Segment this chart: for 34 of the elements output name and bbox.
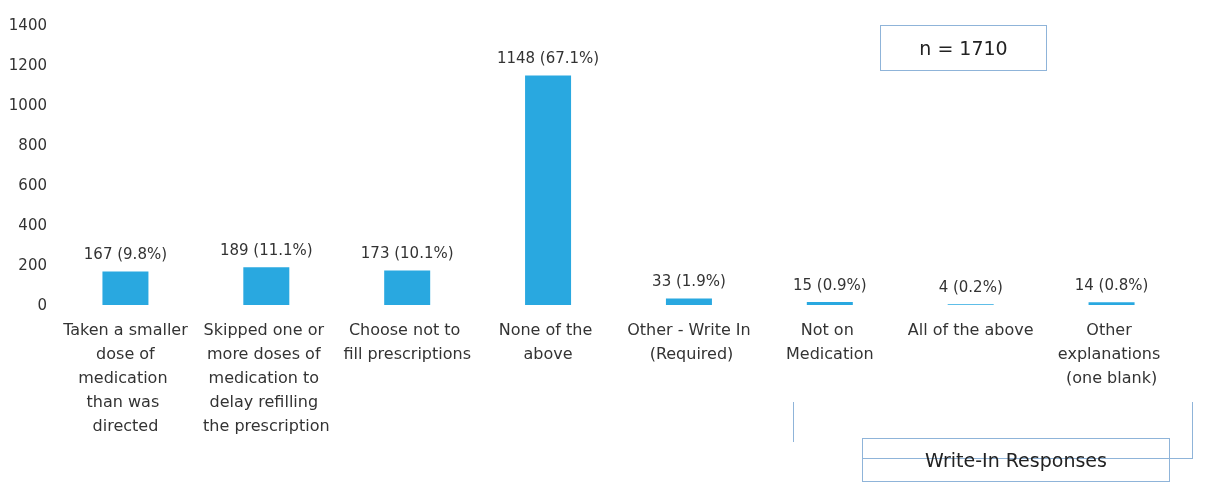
y-tick-label: 800 [18,136,47,154]
y-tick-label: 0 [37,296,47,314]
x-tick-label: Not on Medication [786,319,874,363]
x-tick-label: Other - Write In (Required) [627,319,751,363]
annotation: n = 1710 [919,37,1008,59]
data-label: 167 (9.8%) [83,245,168,264]
y-tick-label: 200 [18,256,47,274]
bar [102,271,149,305]
data-label: 4 (0.2%) [938,277,1003,296]
data-label: 189 (11.1%) [219,240,313,259]
data-label: 33 (1.9%) [652,271,726,290]
bar [1088,302,1135,305]
y-tick-label: 1000 [8,96,47,114]
y-tick-label: 400 [18,216,47,234]
y-tick-label: 1200 [8,56,47,74]
y-tick-label: 1400 [8,16,47,34]
x-tick-label: Skipped one or more doses of medication to delay refilling the prescription [203,319,330,435]
x-tick-label: Choose not to fill prescriptions [343,319,471,363]
text-frame: Write-In Responses [862,438,1170,482]
x-tick-label: Taken a smaller dose of medication than was directed [62,319,189,435]
data-label: 173 (10.1%) [360,243,454,262]
y-tick-label: 600 [18,176,47,194]
bar [665,298,712,305]
bar [243,267,290,305]
x-tick-label: Other explanations (one blank) [1057,319,1166,387]
x-tick-label: All of the above [907,319,1034,339]
bar [525,75,572,305]
bar [806,302,853,305]
data-label: 14 (0.8%) [1074,275,1149,294]
x-tick-label: None of the above [498,319,598,363]
text-frame: n = 1710 [880,25,1047,71]
data-label: 15 (0.9%) [792,275,867,294]
bar [384,270,431,305]
data-label: 1148 (67.1%) [496,48,600,67]
